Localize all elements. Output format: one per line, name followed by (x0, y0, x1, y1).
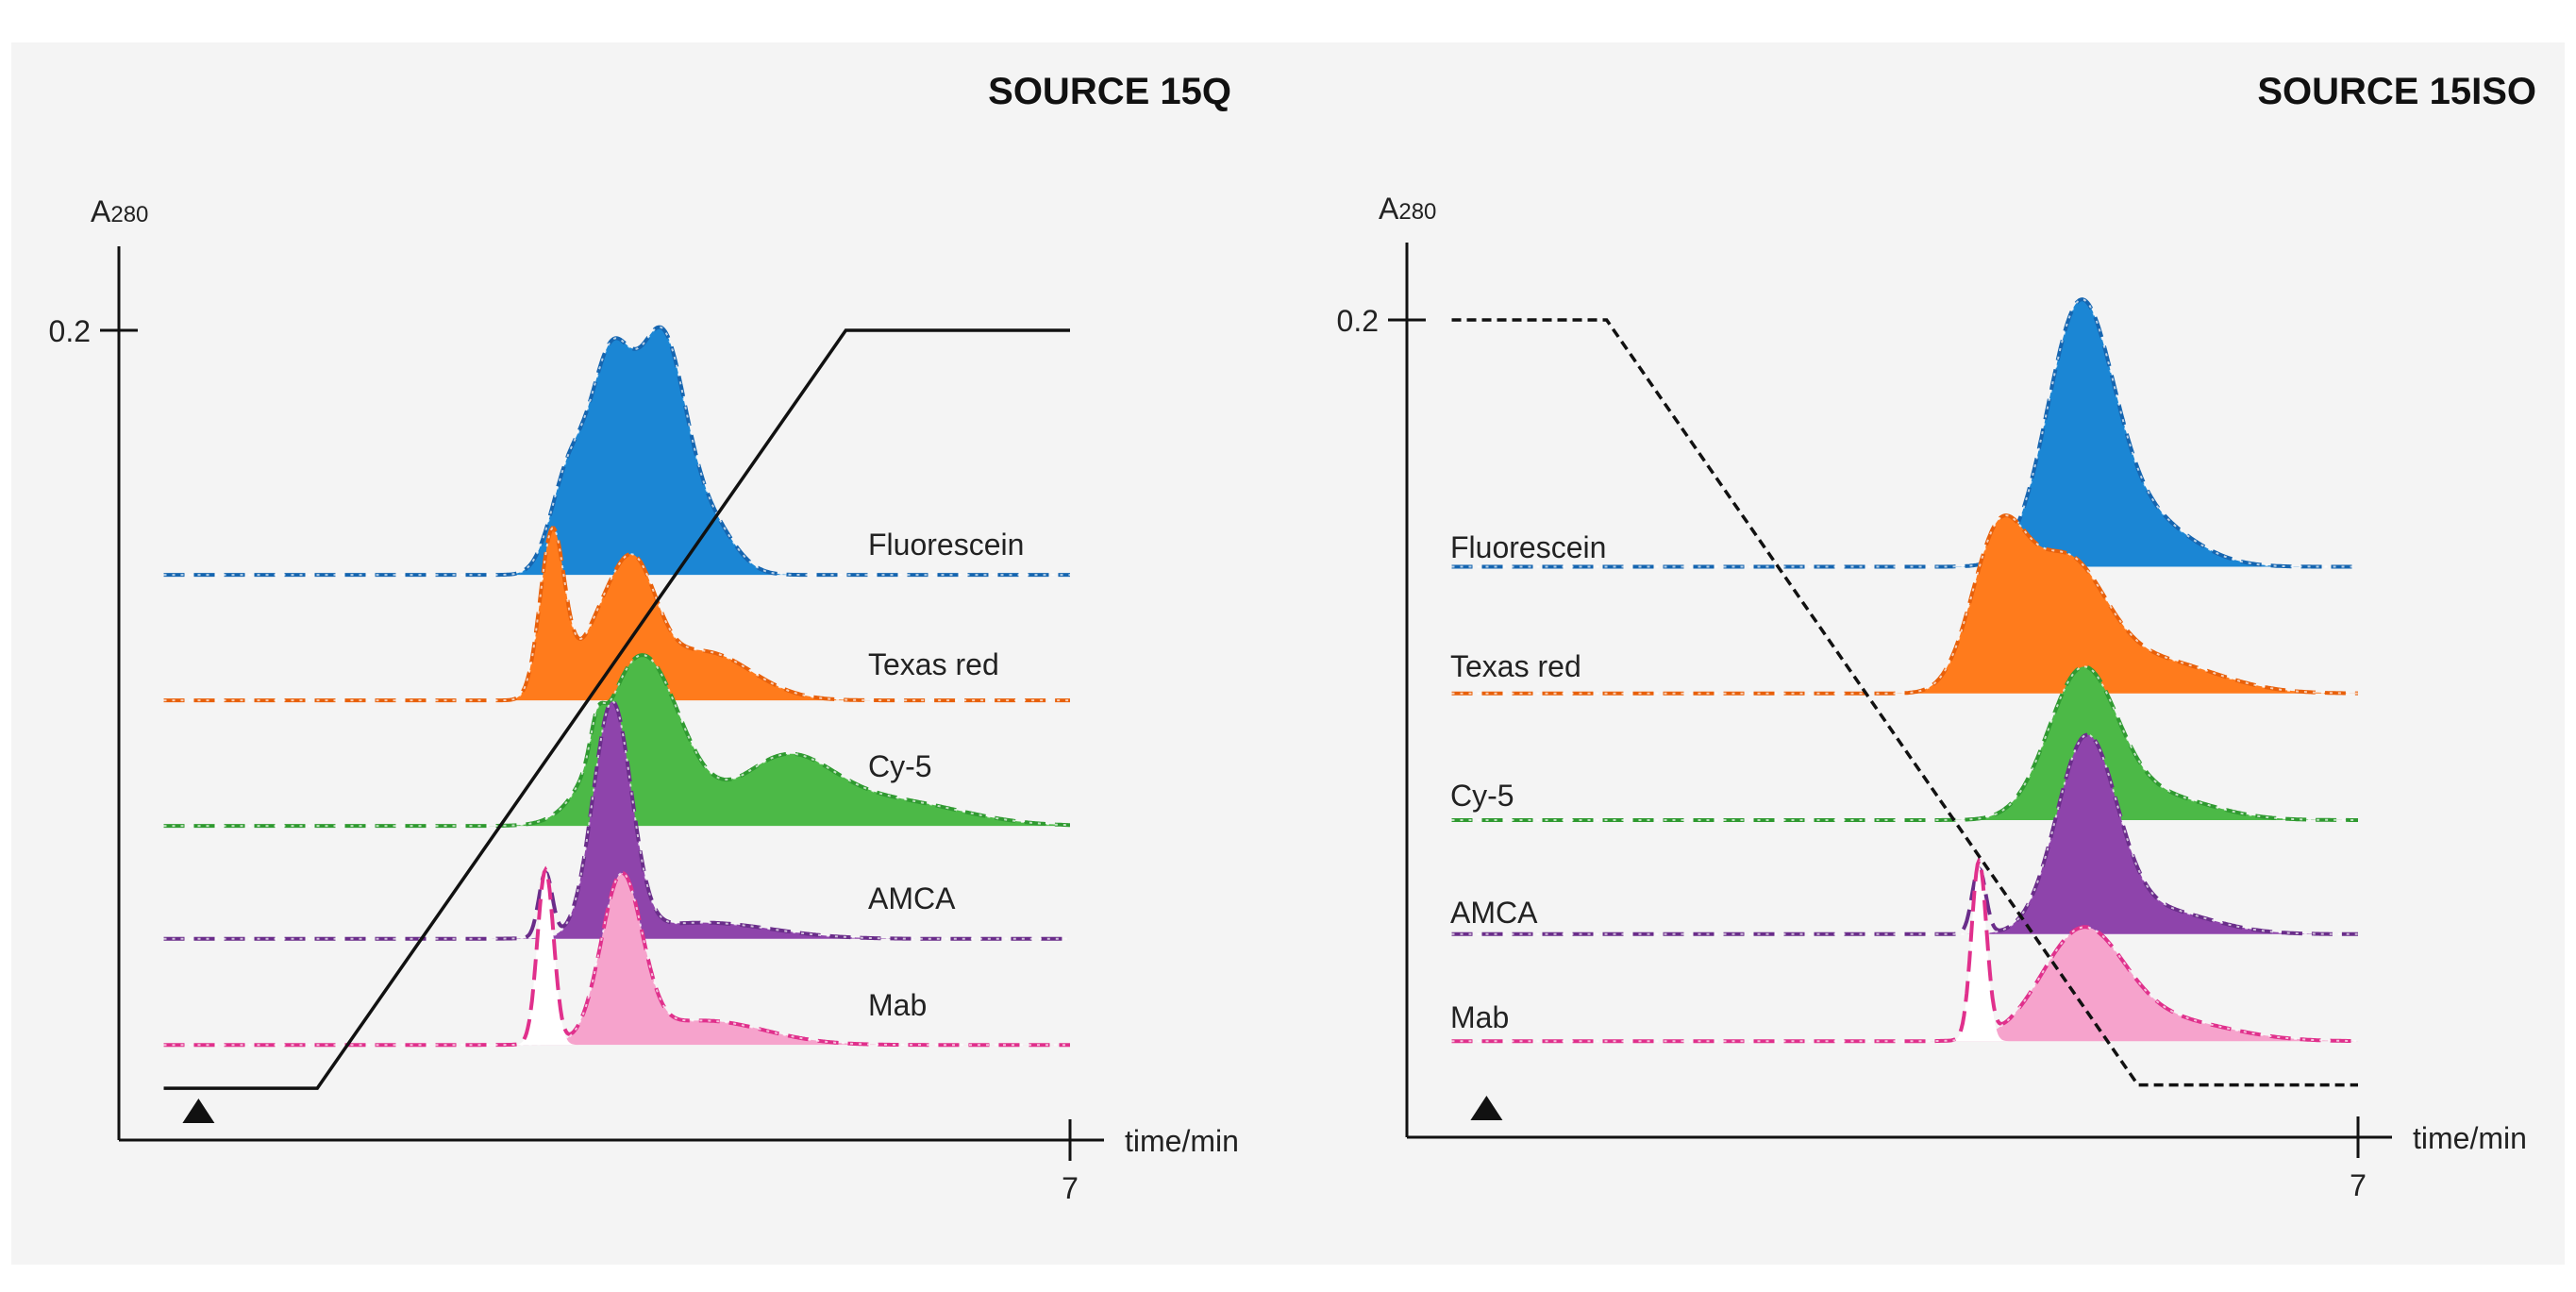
peak-fill (1451, 299, 2358, 567)
plot-area (1388, 243, 2392, 1158)
trace-line (163, 699, 1070, 941)
trace-line (163, 325, 1070, 578)
series-label: Texas red (1450, 649, 1581, 683)
peak-fill (163, 327, 1070, 576)
x-tick-label: 7 (1062, 1171, 1079, 1205)
y-axis-label: A280 (91, 194, 148, 228)
series-label: Cy-5 (868, 749, 932, 783)
figure-background (11, 42, 2565, 1265)
series-fluorescein (163, 325, 1070, 578)
series-texas-red (163, 526, 1070, 703)
y-axis-label: A280 (1379, 192, 1436, 226)
trace-line (163, 653, 1070, 829)
series-fluorescein (1451, 297, 2358, 569)
y-tick-label: 0.2 (1337, 304, 1379, 338)
series-label: Cy-5 (1450, 779, 1514, 813)
trace-line (163, 526, 1070, 703)
peak-fill (1451, 734, 2358, 934)
peak-fill (1451, 515, 2358, 694)
series-labels: Fluorescein Texas red Cy-5 AMCA Mab (868, 528, 1024, 1022)
plot-area (100, 246, 1104, 1161)
y-tick-label: 0.2 (49, 314, 91, 348)
series-label: Fluorescein (868, 528, 1024, 562)
trace-highlight (163, 871, 1070, 1047)
injection-marker-icon (1470, 1096, 1503, 1120)
peak-fill (163, 528, 1070, 701)
series-label: Texas red (868, 647, 999, 681)
gradient-line (163, 328, 1070, 1090)
series-label: Fluorescein (1450, 530, 1606, 564)
series-texas-red (1451, 513, 2358, 696)
series-cy-5 (1451, 664, 2358, 822)
injection-marker-icon (182, 1099, 215, 1123)
panel-title: SOURCE 15Q (988, 71, 1231, 112)
gradient-line (1451, 318, 2358, 1087)
series-label: Mab (868, 988, 927, 1022)
panel-source-15iso: SOURCE 15ISO A280 0.2 time/min 7 Fluores… (1337, 71, 2536, 1202)
series-amca (1451, 732, 2358, 936)
peak-fill (1451, 927, 2358, 1042)
trace-highlight (1451, 514, 2358, 695)
panel-source-15q: SOURCE 15Q A280 0.2 time/min 7 Fluoresce… (49, 71, 1239, 1205)
series-label: Mab (1450, 1000, 1509, 1034)
series-amca (163, 699, 1070, 941)
peak-fill (163, 873, 1070, 1046)
x-tick-label: 7 (2350, 1168, 2367, 1202)
trace-line (1451, 664, 2358, 822)
peak-fill (1451, 666, 2358, 820)
series-labels: Fluorescein Texas red Cy-5 AMCA Mab (1450, 530, 1606, 1034)
x-axis-label: time/min (2413, 1121, 2527, 1155)
series-mab (1451, 856, 2358, 1044)
trace-line (1451, 732, 2358, 936)
peak-fill (163, 701, 1070, 939)
series-label: AMCA (1450, 896, 1538, 930)
series-label: AMCA (868, 881, 956, 915)
panel-title: SOURCE 15ISO (2257, 71, 2536, 112)
trace-line (1451, 856, 2358, 1044)
x-axis-label: time/min (1125, 1124, 1239, 1158)
trace-line (1451, 297, 2358, 569)
series-mab (163, 865, 1070, 1048)
